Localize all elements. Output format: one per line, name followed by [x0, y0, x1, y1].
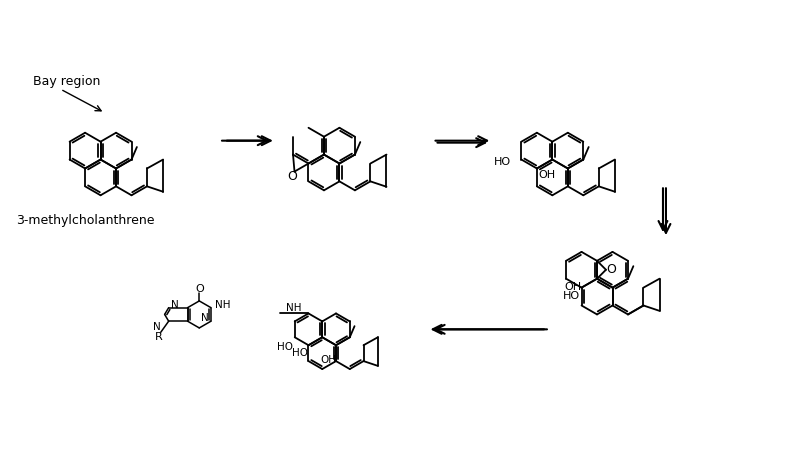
- Text: HO: HO: [494, 157, 511, 166]
- Text: 3-methylcholanthrene: 3-methylcholanthrene: [16, 213, 154, 227]
- Text: OH: OH: [564, 282, 582, 291]
- Text: N: N: [202, 313, 209, 323]
- Text: Bay region: Bay region: [34, 75, 101, 87]
- Text: HO: HO: [277, 342, 293, 352]
- Text: HO: HO: [293, 348, 309, 358]
- Text: OH: OH: [539, 171, 556, 180]
- Text: R: R: [155, 332, 162, 342]
- Text: O: O: [606, 263, 616, 276]
- Text: O: O: [195, 284, 204, 294]
- Text: OH: OH: [321, 355, 337, 365]
- Text: HO: HO: [562, 290, 579, 301]
- Text: O: O: [287, 170, 298, 183]
- Text: NH: NH: [286, 304, 302, 313]
- Text: N: N: [153, 322, 161, 332]
- Text: N: N: [170, 300, 178, 310]
- Text: NH: NH: [215, 300, 230, 310]
